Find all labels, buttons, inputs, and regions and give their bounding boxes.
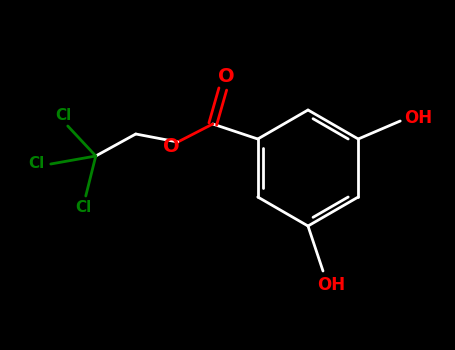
Text: OH: OH	[317, 276, 345, 294]
Text: Cl: Cl	[29, 156, 45, 172]
Text: O: O	[218, 68, 235, 86]
Text: Cl: Cl	[56, 108, 72, 124]
Text: Cl: Cl	[76, 201, 92, 216]
Text: O: O	[163, 136, 180, 155]
Text: OH: OH	[404, 109, 432, 127]
